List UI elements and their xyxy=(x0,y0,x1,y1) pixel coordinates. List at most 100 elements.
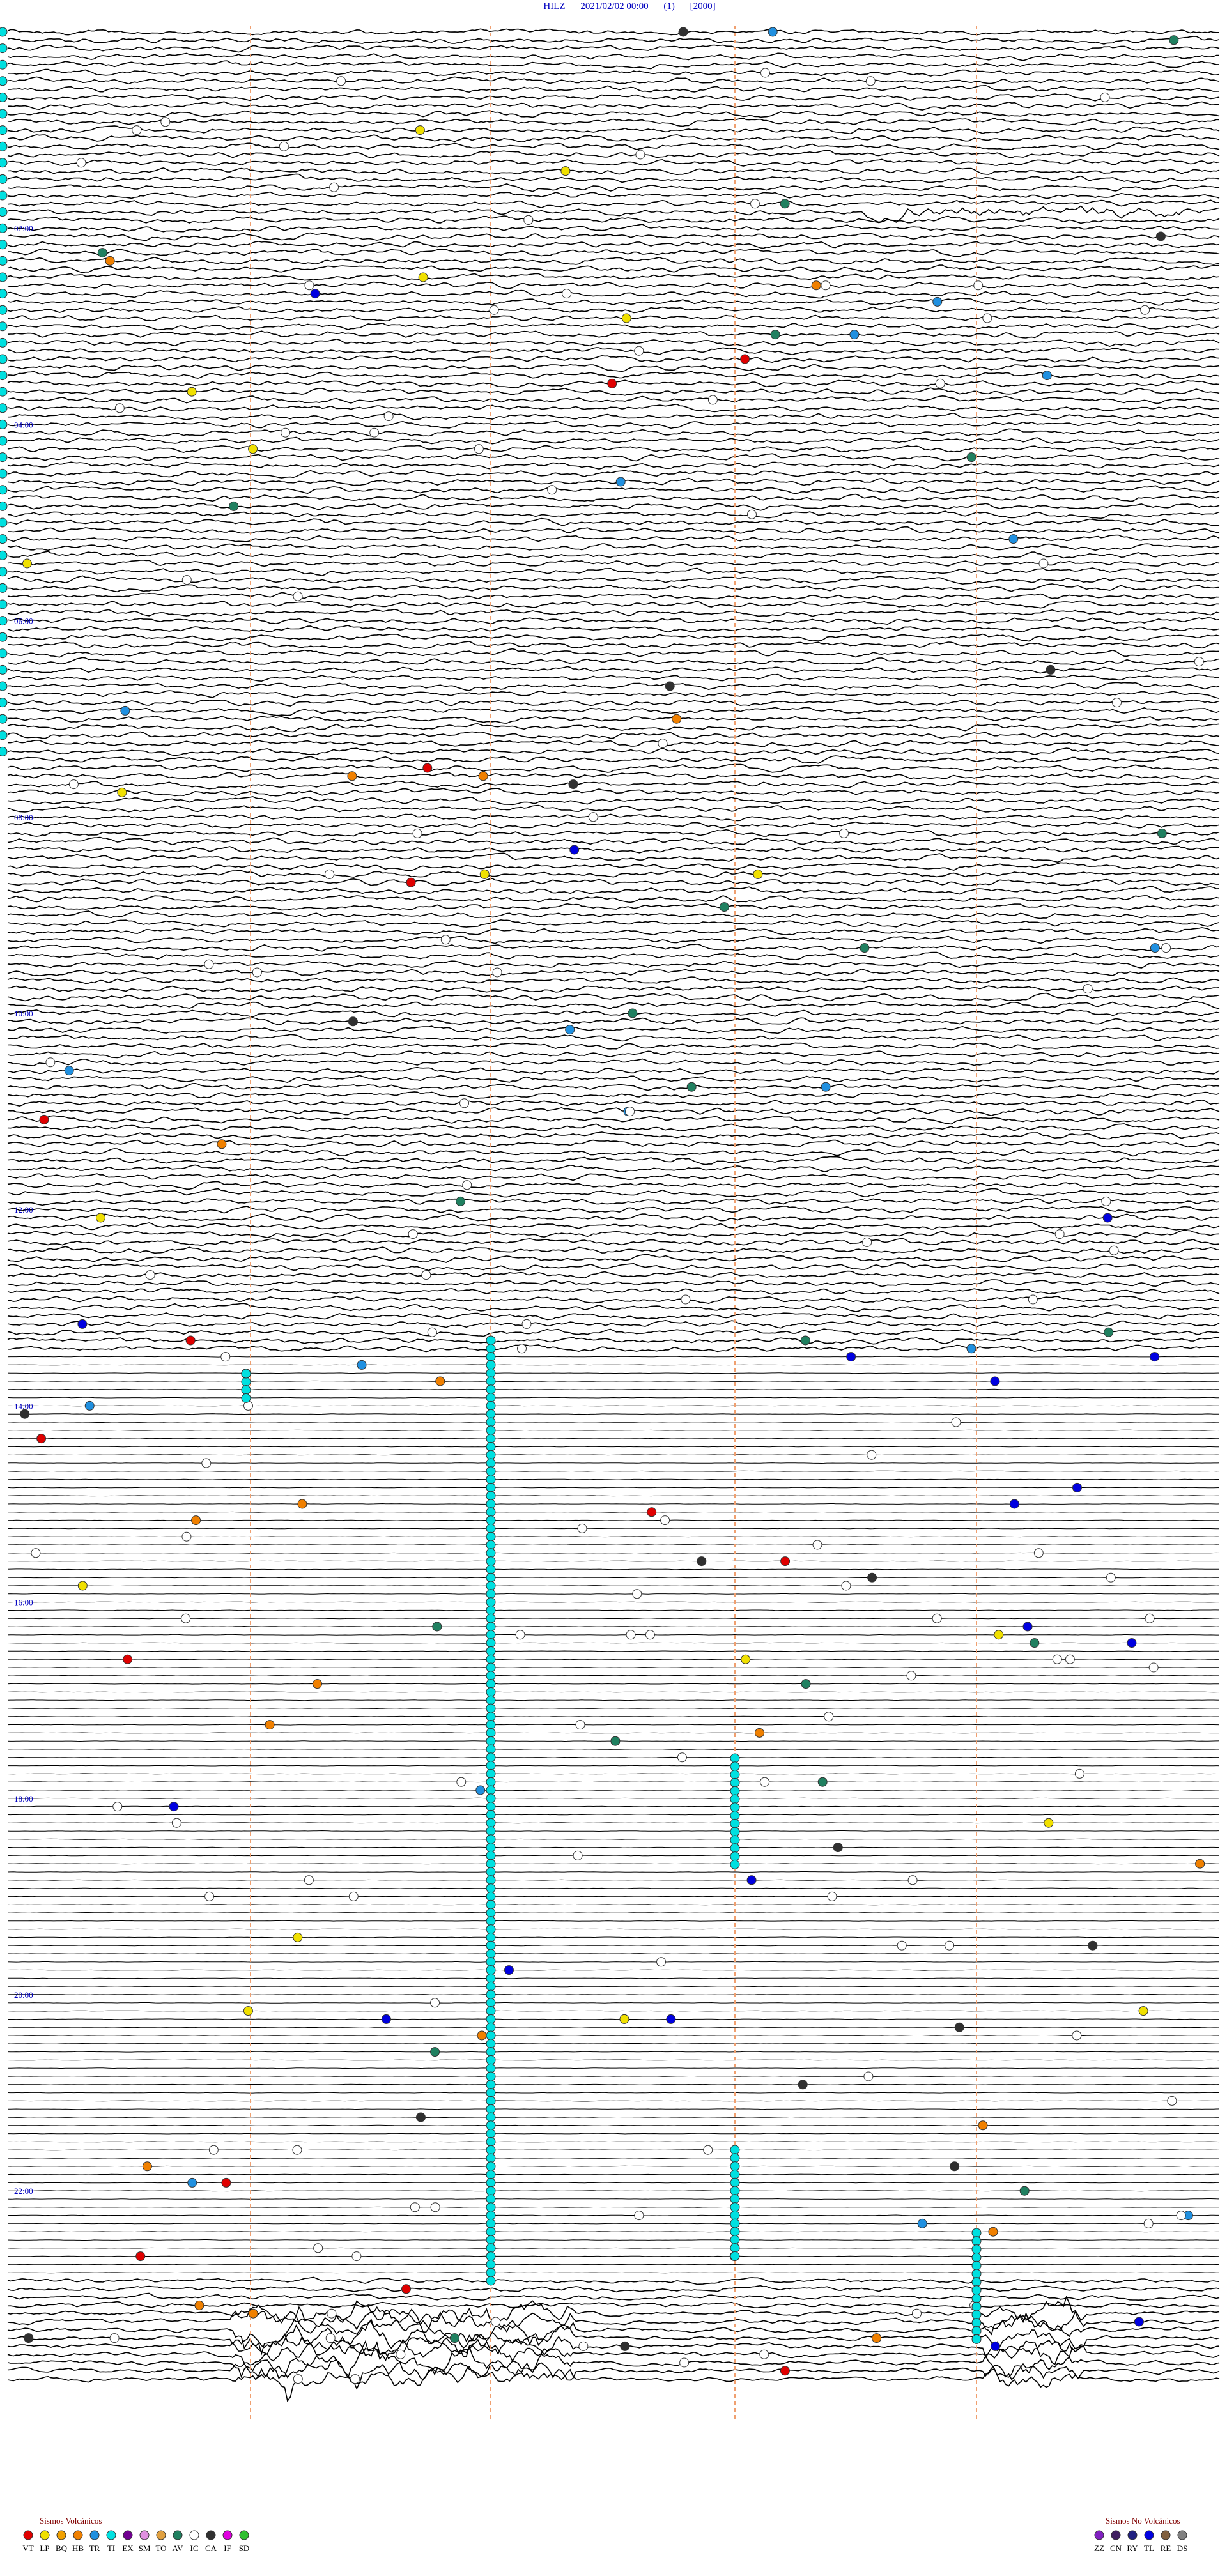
event-marker xyxy=(347,771,357,781)
event-marker xyxy=(486,2243,496,2253)
event-marker xyxy=(486,2030,496,2041)
event-marker xyxy=(241,1368,251,1379)
time-label: 16:00 xyxy=(14,1598,33,1607)
trace xyxy=(7,1659,1220,1660)
trace xyxy=(7,364,1220,372)
trace xyxy=(8,1855,1219,1857)
event-marker xyxy=(0,730,8,740)
trace xyxy=(7,502,1220,511)
time-label: 02:00 xyxy=(14,224,33,233)
event-marker xyxy=(76,158,86,168)
trace xyxy=(7,1181,1220,1190)
event-marker xyxy=(768,27,778,37)
event-marker xyxy=(486,2161,496,2172)
event-marker xyxy=(1008,534,1019,544)
event-marker xyxy=(97,248,107,258)
event-marker xyxy=(486,2039,496,2049)
legend-code: TO xyxy=(155,2543,166,2553)
time-label: 04:00 xyxy=(14,420,33,429)
event-marker xyxy=(658,739,668,749)
event-marker xyxy=(628,1008,638,1018)
event-marker xyxy=(610,1736,621,1746)
event-marker xyxy=(0,76,8,86)
event-marker xyxy=(281,427,291,438)
trace xyxy=(7,976,1220,985)
event-marker xyxy=(839,828,849,838)
event-marker xyxy=(486,1662,496,1673)
event-marker xyxy=(486,1335,496,1346)
event-marker xyxy=(181,1613,191,1623)
event-marker xyxy=(241,1393,251,1403)
trace xyxy=(7,1675,1219,1676)
trace xyxy=(8,1707,1219,1710)
event-marker xyxy=(486,1916,496,1926)
event-marker xyxy=(486,1572,496,1583)
event-marker xyxy=(730,1777,740,1788)
event-marker xyxy=(486,1859,496,1869)
trace xyxy=(7,2223,1219,2225)
event-marker xyxy=(486,1932,496,1942)
event-marker xyxy=(1138,2006,1148,2016)
event-marker xyxy=(0,92,8,102)
event-marker xyxy=(486,2063,496,2073)
event-marker xyxy=(325,2333,336,2343)
trace xyxy=(8,2018,1219,2020)
event-marker xyxy=(1072,2030,1082,2041)
event-marker xyxy=(821,1082,831,1092)
event-marker xyxy=(523,215,534,225)
event-marker xyxy=(36,1434,47,1444)
trace xyxy=(7,28,1219,36)
event-marker xyxy=(486,1671,496,1681)
trace xyxy=(7,804,1220,813)
event-marker xyxy=(971,2293,982,2303)
trace xyxy=(7,935,1220,944)
trace xyxy=(7,264,1220,273)
event-marker xyxy=(486,1899,496,1910)
trace xyxy=(7,1303,1220,1312)
legend-swatch xyxy=(173,2530,183,2540)
event-marker xyxy=(293,591,303,601)
event-marker xyxy=(478,771,488,781)
event-marker xyxy=(201,1458,212,1468)
event-marker xyxy=(486,1646,496,1656)
trace xyxy=(7,1246,1220,1254)
event-marker xyxy=(486,2129,496,2139)
trace xyxy=(7,1034,1220,1042)
event-marker xyxy=(971,2269,982,2279)
trace xyxy=(7,338,1220,347)
trace xyxy=(7,60,1219,70)
legend-swatch xyxy=(73,2530,83,2540)
event-marker xyxy=(327,2308,337,2319)
trace xyxy=(8,739,1220,747)
legend-code: RY xyxy=(1127,2543,1138,2553)
trace xyxy=(7,142,1220,151)
trace xyxy=(7,232,1220,241)
event-marker xyxy=(666,2014,676,2024)
trace xyxy=(7,2174,1220,2175)
trace xyxy=(7,862,1220,871)
legend: Sismos Volcánicos VT LP BQ HB TR TI EX SM TO AV IC C… xyxy=(22,2516,1187,2553)
trace xyxy=(7,158,1220,167)
trace xyxy=(7,323,1220,331)
legend-code: TI xyxy=(107,2543,115,2553)
trace xyxy=(7,2358,1220,2384)
event-marker xyxy=(971,2326,982,2336)
event-marker xyxy=(730,1818,740,1828)
legend-code: SD xyxy=(239,2543,250,2553)
legend-swatch xyxy=(1111,2530,1121,2540)
event-marker xyxy=(1109,1245,1119,1255)
event-marker xyxy=(486,2227,496,2237)
event-marker xyxy=(430,2047,440,2057)
trace xyxy=(7,1107,1220,1116)
event-marker xyxy=(248,444,258,454)
trace xyxy=(7,780,1220,790)
event-marker xyxy=(798,2080,808,2090)
event-marker xyxy=(241,1385,251,1395)
trace xyxy=(7,648,1220,658)
trace xyxy=(7,167,1220,176)
trace xyxy=(7,2337,1220,2366)
event-marker xyxy=(486,1475,496,1485)
trace xyxy=(7,2043,1220,2044)
event-marker xyxy=(486,1809,496,1820)
trace xyxy=(7,1262,1220,1271)
